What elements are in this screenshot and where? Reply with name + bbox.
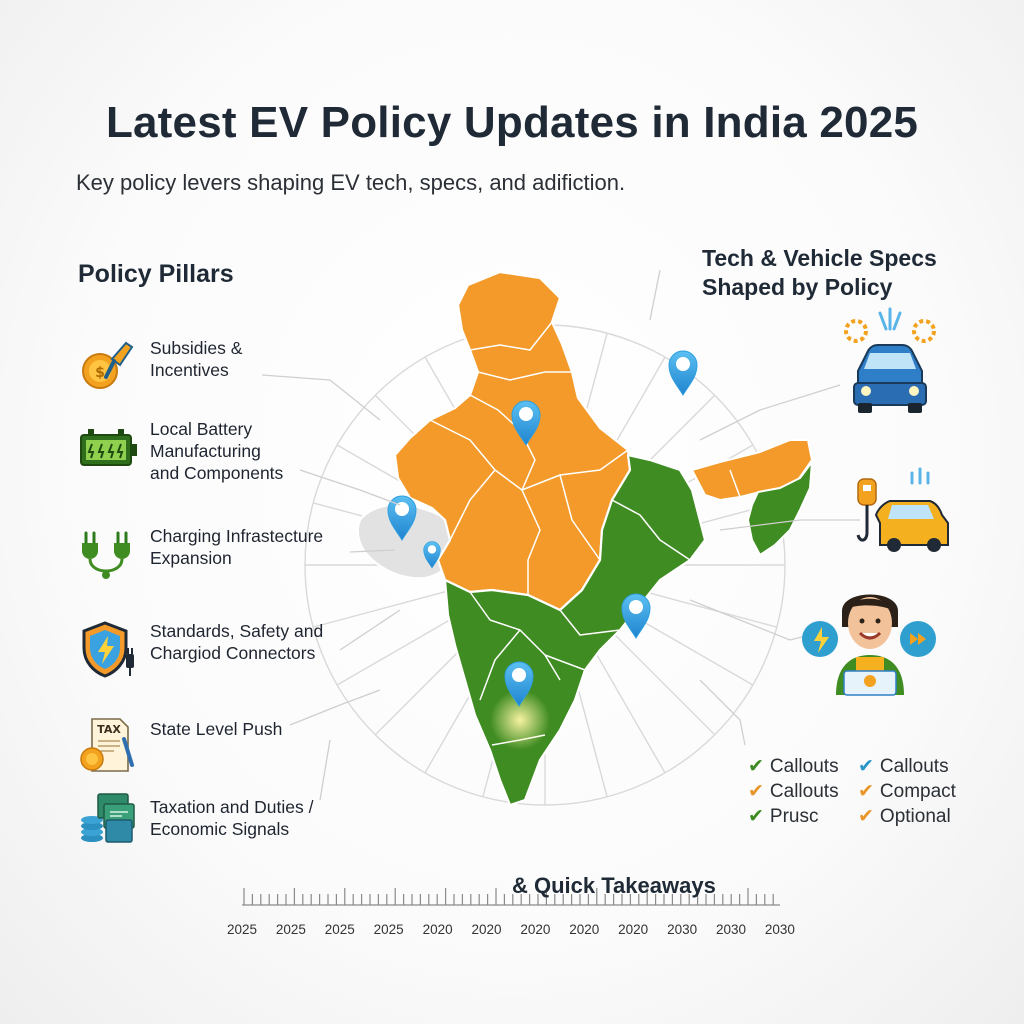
pillar-label: State Level Push: [150, 719, 283, 739]
pillar-label: Local Battery Manufacturing and Componen…: [150, 419, 284, 483]
timeline-year-label: 2025: [373, 922, 404, 937]
timeline-year-label: 2025: [226, 922, 258, 937]
timeline-year-label: 2025: [324, 922, 355, 937]
map-pin-icon: [668, 350, 698, 396]
timeline-year-label: 2025: [275, 922, 306, 937]
timeline-title: & Quick Takeaways: [512, 873, 716, 898]
callout-item: ✔ Optional: [858, 806, 951, 827]
specs-heading: Tech & Vehicle Specs Shaped by Policy: [702, 245, 937, 300]
pillar-taxation: Taxation and Duties / Economic Signals: [78, 790, 368, 850]
pillar-subsidies: $ Subsidies & Incentives: [78, 337, 368, 397]
page-title: Latest EV Policy Updates in India 2025: [105, 98, 919, 147]
callout-item: ✔ Callouts: [748, 756, 839, 777]
safety-shield-icon: [82, 621, 134, 678]
timeline-year-label: 2020: [569, 922, 600, 937]
timeline-year-label: 2020: [471, 922, 502, 937]
map-pins: [387, 350, 698, 707]
pillar-label: Taxation and Duties / Economic Signals: [150, 797, 314, 839]
pillar-standards: Standards, Safety and Chargiod Connector…: [78, 620, 368, 680]
tax-document-icon: TAX: [80, 718, 134, 772]
map-region-northeast-green: [747, 461, 813, 556]
timeline-year-label: 2030: [667, 922, 698, 937]
charging-car-icon: [856, 467, 949, 552]
pillar-state-level: TAX State Level Push: [78, 715, 368, 775]
person-avatar-icon: [802, 594, 936, 696]
page-subtitle: Key policy levers shaping EV tech, specs…: [76, 170, 626, 195]
map-pin-icon: [511, 400, 541, 446]
coin-hand-icon: $: [82, 341, 134, 389]
map-pin-icon: [423, 541, 441, 569]
map-pin-icon: [504, 661, 534, 707]
pillar-label: Standards, Safety and Chargiod Connector…: [150, 621, 324, 663]
callout-item: ✔ Callouts: [748, 781, 839, 802]
timeline-year-label: 2020: [520, 922, 551, 937]
map-pin-icon: [387, 495, 417, 541]
callout-item: ✔ Callouts: [858, 756, 949, 777]
timeline-ruler: [242, 888, 780, 906]
timeline-year-label: 2030: [715, 922, 747, 937]
timeline-year-label: 2030: [764, 922, 795, 937]
blue-car-icon: [844, 307, 936, 413]
timeline-year-label: 2020: [618, 922, 649, 937]
pillar-label: Subsidies & Incentives: [150, 338, 243, 380]
svg-text:$: $: [95, 365, 105, 381]
money-stack-icon: [81, 793, 135, 843]
pillar-battery: Local Battery Manufacturing and Componen…: [78, 418, 368, 483]
policy-pillars-heading: Policy Pillars: [78, 260, 234, 288]
battery-icon: [80, 429, 137, 466]
charging-plug-icon: [82, 531, 130, 579]
highlight-glow: [490, 690, 550, 750]
svg-text:TAX: TAX: [97, 723, 121, 736]
callout-item: ✔ Prusc: [748, 806, 819, 827]
callout-item: ✔ Compact: [858, 781, 956, 802]
pillar-charging: Charging Infrastecture Expansion: [78, 525, 368, 585]
pillar-label: Charging Infrastecture Expansion: [150, 526, 324, 568]
map-pin-icon: [621, 593, 651, 639]
timeline-year-label: 2020: [422, 922, 453, 937]
